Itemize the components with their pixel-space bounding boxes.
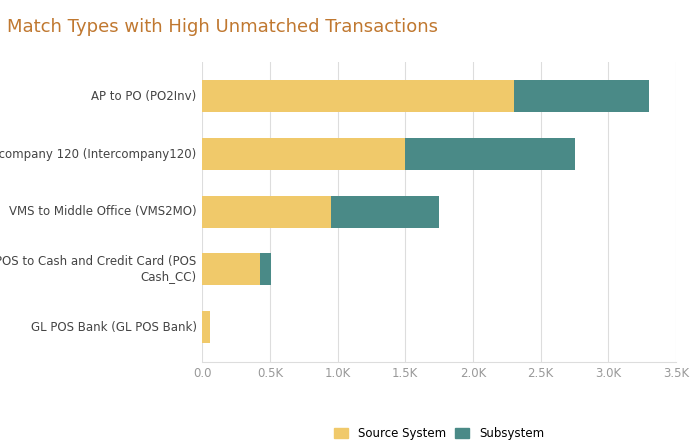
Bar: [202, 254, 261, 285]
Legend: Source System, Subsystem: Source System, Subsystem: [334, 427, 544, 440]
Bar: [202, 80, 514, 112]
Bar: [514, 80, 649, 112]
Bar: [331, 196, 439, 228]
Text: Match Types with High Unmatched Transactions: Match Types with High Unmatched Transact…: [7, 18, 438, 36]
Bar: [405, 138, 574, 170]
Bar: [261, 254, 271, 285]
Bar: [202, 311, 210, 343]
Bar: [202, 196, 331, 228]
Bar: [202, 138, 405, 170]
